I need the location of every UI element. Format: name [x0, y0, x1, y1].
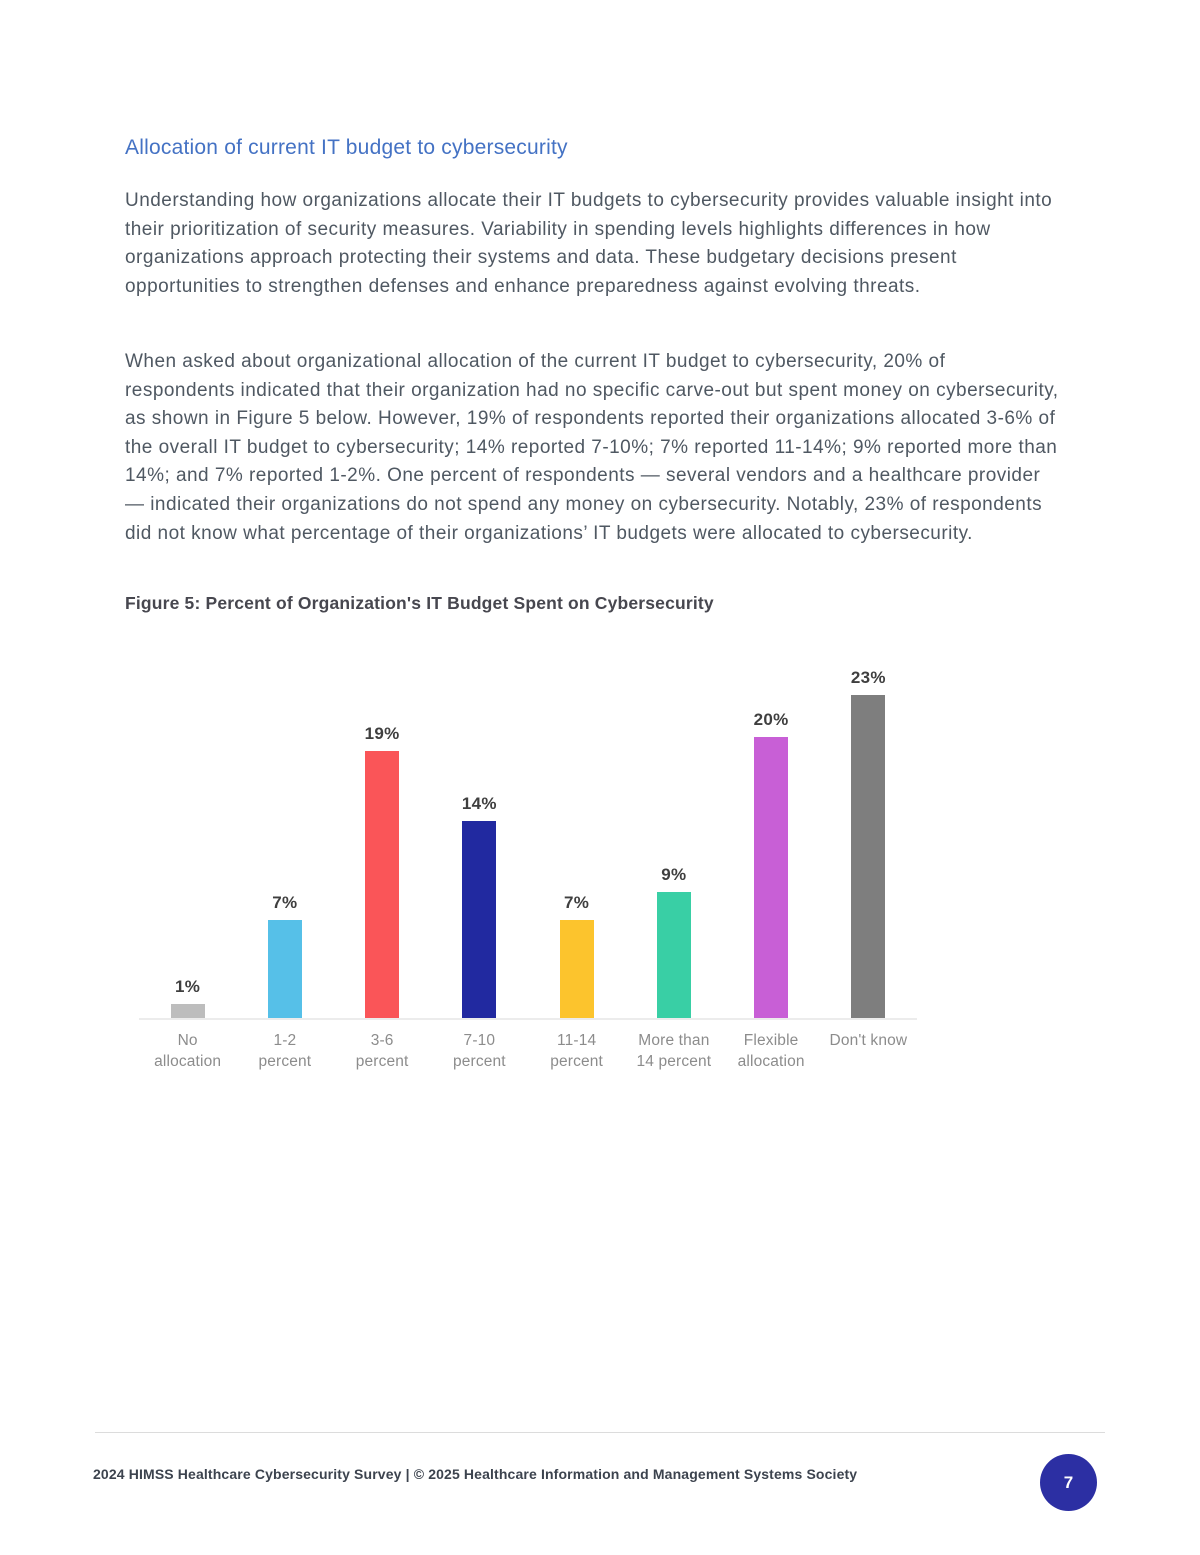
figure-caption: Figure 5: Percent of Organization's IT B…: [125, 593, 714, 613]
footer-divider: [95, 1432, 1105, 1433]
page-number: 7: [1063, 1472, 1074, 1492]
x-tick-label: 1-2 percent: [258, 1032, 312, 1070]
figure5-bar-chart: 1% 7% 19% 14% 7% 9% 20% 23% No allocation 1-2 pe…: [139, 652, 917, 1072]
bar-column: 1%: [139, 652, 236, 1018]
x-tick-label: More than 14 percent: [636, 1032, 712, 1070]
bar-flexible-allocation: [754, 737, 789, 1018]
chart-ticks: No allocation 1-2 percent 3-6 percent 7-10 …: [139, 1030, 917, 1072]
bar-more-than-14-percent: [656, 892, 691, 1018]
bar-column: 7%: [236, 652, 333, 1018]
chart-bars: 1% 7% 19% 14% 7% 9% 20% 23%: [139, 652, 917, 1020]
bar-value-label: 14%: [461, 794, 497, 813]
bar-no-allocation: [170, 1004, 205, 1018]
bar-value-label: 9%: [661, 865, 687, 884]
x-tick-label: No allocation: [154, 1032, 222, 1070]
bar-column: 14%: [431, 652, 528, 1018]
page-number-badge: 7: [1040, 1454, 1097, 1511]
body-paragraph-1: Understanding how organizations allocate…: [125, 190, 1053, 297]
body-paragraph-2: When asked about organizational allocati…: [125, 351, 1059, 544]
bar-column: 19%: [334, 652, 431, 1018]
bar-1-2-percent: [267, 920, 302, 1018]
bar-column: 20%: [723, 652, 820, 1018]
x-tick-label: 3-6 percent: [355, 1032, 409, 1070]
x-tick-label: 7-10 percent: [452, 1032, 506, 1070]
bar-7-10-percent: [462, 821, 497, 1018]
section-heading: Allocation of current IT budget to cyber…: [125, 136, 568, 159]
bar-don-t-know: [851, 695, 886, 1018]
bar-column: 9%: [625, 652, 722, 1018]
bar-column: 7%: [528, 652, 625, 1018]
bar-value-label: 7%: [563, 893, 590, 912]
bar-3-6-percent: [365, 751, 400, 1018]
bar-value-label: 1%: [174, 977, 201, 996]
footer-citation: 2024 HIMSS Healthcare Cybersecurity Surv…: [93, 1466, 858, 1482]
bar-column: 23%: [820, 652, 917, 1018]
bar-value-label: 19%: [364, 724, 400, 743]
bar-value-label: 7%: [272, 893, 298, 912]
x-tick-label: 11-14 percent: [550, 1032, 604, 1070]
x-tick-label: Flexible allocation: [737, 1032, 805, 1070]
bar-11-14-percent: [559, 920, 594, 1018]
bar-value-label: 23%: [850, 668, 886, 687]
x-tick-label: Don't know: [829, 1032, 908, 1049]
bar-value-label: 20%: [753, 710, 789, 729]
